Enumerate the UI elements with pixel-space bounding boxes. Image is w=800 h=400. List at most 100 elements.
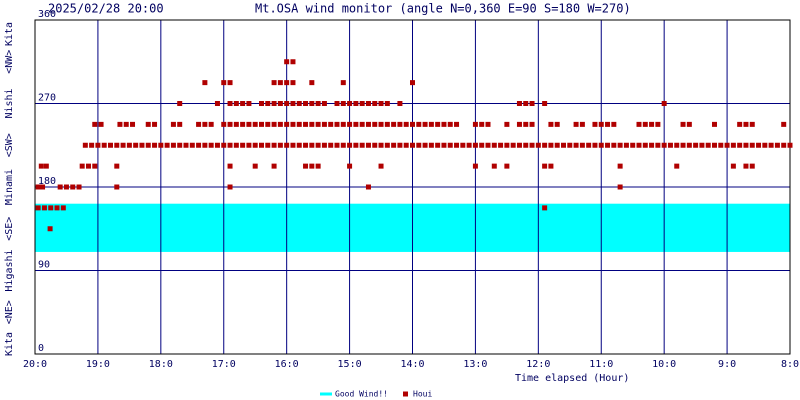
direction-label: Kita [4,22,15,46]
x-tick-label: 20:0 [23,359,47,370]
data-point [516,121,522,127]
data-point [315,101,321,106]
data-point [567,142,573,148]
data-point [202,80,208,86]
data-point [290,121,296,127]
data-point [718,142,724,148]
y-tick-label: 0 [38,343,44,354]
data-point [781,142,787,148]
data-point [737,121,743,127]
data-point [743,121,749,127]
data-point [177,142,183,148]
data-point [114,163,120,169]
data-point [579,142,585,148]
data-point [529,142,535,148]
data-point [284,121,290,127]
data-point [48,205,54,211]
data-point [321,142,327,148]
data-point [611,121,617,127]
data-point [63,184,69,190]
data-point [435,142,441,148]
data-point [259,121,264,127]
data-point [309,163,315,169]
data-point [340,142,346,148]
data-point [397,121,403,127]
x-tick-label: 9:0 [718,359,736,370]
data-point [410,121,415,127]
data-point [202,121,208,127]
data-point [479,121,485,127]
data-point [284,142,290,148]
data-point [737,142,743,148]
data-point [743,163,749,169]
data-point [542,163,548,169]
data-point [485,142,491,148]
data-point [277,80,283,86]
data-point [378,121,384,127]
data-point [441,142,447,148]
data-point [605,121,611,127]
data-point [89,142,95,148]
data-point [315,121,321,127]
data-point [315,163,321,169]
data-point [189,142,195,148]
data-point [680,142,686,148]
data-point [542,101,548,106]
data-point [724,142,730,148]
data-point [57,184,63,190]
data-point [353,121,359,127]
data-point [321,101,327,106]
data-point [227,184,233,190]
data-point [145,121,151,127]
x-tick-label: 19:0 [86,359,110,370]
data-point [347,142,353,148]
data-point [472,142,478,148]
data-point [598,121,604,127]
data-point [523,142,529,148]
data-point [35,205,41,211]
data-point [642,121,648,127]
data-point [548,163,554,169]
data-point [309,121,315,127]
data-point [321,121,327,127]
data-point [290,59,296,65]
data-point [435,121,441,127]
data-point [353,142,359,148]
data-point [542,142,548,148]
data-point [623,142,629,148]
data-point [592,142,598,148]
data-point [208,121,214,127]
data-point [92,121,98,127]
data-point [296,121,302,127]
data-point [573,121,579,127]
data-point [296,142,302,148]
data-point [535,142,541,148]
data-point [605,142,611,148]
data-point [712,121,717,127]
data-point [347,101,353,106]
data-point [636,142,642,148]
data-point [271,80,277,86]
y-tick-label: 270 [38,93,56,104]
data-point [271,163,277,169]
data-point [259,101,264,106]
data-point [667,142,673,148]
data-point [548,121,554,127]
data-point [447,142,453,148]
data-point [152,142,158,148]
data-point [498,142,504,148]
data-point [170,121,176,127]
legend-swatch [403,391,408,397]
data-point [762,142,768,148]
data-point [117,121,123,127]
data-point [340,80,346,86]
data-point [227,142,233,148]
data-point [303,163,309,169]
data-point [303,101,309,106]
data-point [479,142,485,148]
data-point [491,163,497,169]
x-axis-label: Time elapsed (Hour) [515,373,629,384]
data-point [277,142,283,148]
